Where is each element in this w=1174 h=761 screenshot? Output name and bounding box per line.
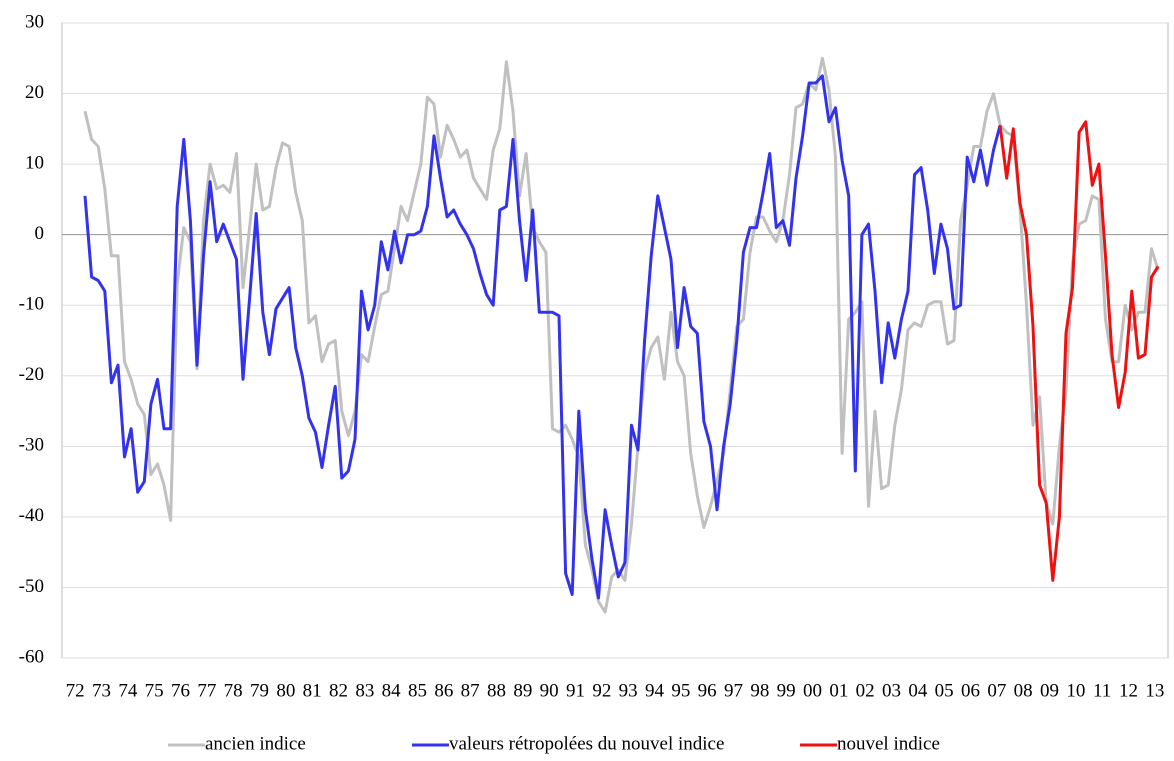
legend-label: nouvel indice: [837, 733, 940, 754]
x-tick-label: 96: [698, 680, 717, 701]
x-tick-label: 87: [461, 680, 480, 701]
x-tick-label: 06: [961, 680, 980, 701]
x-tick-label: 93: [619, 680, 638, 701]
x-tick-label: 84: [382, 680, 402, 701]
x-tick-label: 92: [592, 680, 611, 701]
x-tick-label: 08: [1014, 680, 1033, 701]
x-tick-label: 80: [276, 680, 295, 701]
y-tick-label: -50: [19, 576, 44, 597]
x-tick-label: 05: [935, 680, 954, 701]
x-tick-label: 07: [987, 680, 1006, 701]
series-line: [998, 120, 1160, 582]
x-tick-label: 04: [908, 680, 928, 701]
x-tick-label: 10: [1066, 680, 1085, 701]
x-tick-label: 09: [1040, 680, 1059, 701]
x-tick-label: 89: [513, 680, 532, 701]
x-tick-label: 74: [118, 680, 138, 701]
x-tick-label: 03: [882, 680, 901, 701]
y-tick-label: -20: [19, 364, 44, 385]
x-tick-label: 85: [408, 680, 427, 701]
x-tick-label: 78: [224, 680, 243, 701]
x-tick-label: 90: [540, 680, 559, 701]
x-tick-label: 88: [487, 680, 506, 701]
x-tick-label: 99: [777, 680, 796, 701]
x-tick-label: 91: [566, 680, 585, 701]
x-tick-label: 01: [829, 680, 848, 701]
x-tick-label: 13: [1145, 680, 1164, 701]
legend-label: valeurs rétropolées du nouvel indice: [449, 733, 724, 754]
y-tick-label: 0: [35, 223, 45, 244]
x-tick-label: 83: [355, 680, 374, 701]
x-tick-label: 77: [197, 680, 216, 701]
y-tick-label: 10: [25, 152, 44, 173]
x-tick-label: 98: [750, 680, 769, 701]
x-tick-label: 02: [856, 680, 875, 701]
x-tick-label: 86: [434, 680, 453, 701]
y-tick-label: -40: [19, 505, 44, 526]
x-tick-label: 00: [803, 680, 822, 701]
x-tick-label: 76: [171, 680, 190, 701]
x-tick-label: 82: [329, 680, 348, 701]
x-tick-label: 12: [1119, 680, 1138, 701]
x-tick-label: 95: [671, 680, 690, 701]
x-tick-label: 72: [66, 680, 85, 701]
x-tick-label: 73: [92, 680, 111, 701]
x-tick-label: 97: [724, 680, 743, 701]
y-tick-label: -10: [19, 294, 44, 315]
legend-label: ancien indice: [205, 733, 306, 754]
x-tick-label: 79: [250, 680, 269, 701]
x-tick-label: 11: [1093, 680, 1111, 701]
series-line: [83, 56, 1160, 614]
y-tick-label: -30: [19, 435, 44, 456]
y-tick-label: -60: [19, 646, 44, 667]
x-tick-label: 94: [645, 680, 665, 701]
x-tick-label: 75: [145, 680, 164, 701]
y-tick-label: 20: [25, 82, 44, 103]
x-tick-label: 81: [303, 680, 322, 701]
series-line: [83, 74, 1002, 600]
y-tick-label: 30: [25, 11, 44, 32]
